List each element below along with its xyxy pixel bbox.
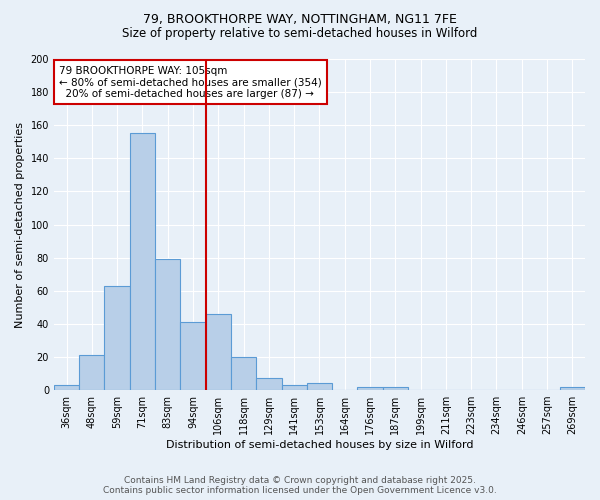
Bar xyxy=(206,314,231,390)
Bar xyxy=(54,385,79,390)
Bar xyxy=(104,286,130,390)
Y-axis label: Number of semi-detached properties: Number of semi-detached properties xyxy=(15,122,25,328)
Text: 79 BROOKTHORPE WAY: 105sqm
← 80% of semi-detached houses are smaller (354)
  20%: 79 BROOKTHORPE WAY: 105sqm ← 80% of semi… xyxy=(59,66,322,99)
Bar xyxy=(155,260,181,390)
Bar xyxy=(383,387,408,390)
Bar xyxy=(79,356,104,390)
Bar xyxy=(358,387,383,390)
Bar xyxy=(307,384,332,390)
Bar xyxy=(256,378,281,390)
Bar xyxy=(281,385,307,390)
Bar xyxy=(181,322,206,390)
Text: 79, BROOKTHORPE WAY, NOTTINGHAM, NG11 7FE: 79, BROOKTHORPE WAY, NOTTINGHAM, NG11 7F… xyxy=(143,12,457,26)
Bar xyxy=(231,357,256,390)
X-axis label: Distribution of semi-detached houses by size in Wilford: Distribution of semi-detached houses by … xyxy=(166,440,473,450)
Bar xyxy=(130,134,155,390)
Bar xyxy=(560,387,585,390)
Text: Contains HM Land Registry data © Crown copyright and database right 2025.
Contai: Contains HM Land Registry data © Crown c… xyxy=(103,476,497,495)
Text: Size of property relative to semi-detached houses in Wilford: Size of property relative to semi-detach… xyxy=(122,28,478,40)
